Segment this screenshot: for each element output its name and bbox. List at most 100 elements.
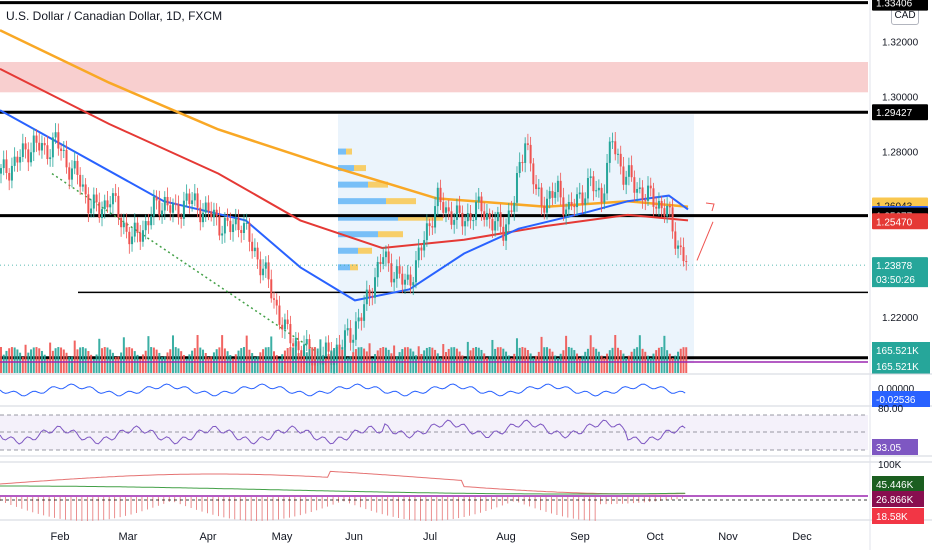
candle-body	[188, 193, 191, 205]
candle-body	[117, 195, 120, 218]
candle-body	[431, 226, 434, 228]
candle-body	[305, 339, 308, 345]
flow-label: 26.866K	[876, 495, 914, 506]
candle-body	[281, 324, 284, 330]
volume-bar	[152, 347, 155, 373]
volume-bar	[466, 341, 469, 373]
volume-bar	[185, 358, 188, 373]
volume-bar	[193, 348, 196, 373]
volume-bar	[210, 356, 213, 373]
x-tick-label: May	[272, 531, 293, 543]
volume-bar	[649, 357, 652, 373]
candle-body	[177, 204, 180, 218]
candle-body	[472, 220, 475, 222]
candle-body	[513, 202, 516, 212]
volume-bar	[92, 358, 95, 373]
x-tick-label: Aug	[496, 531, 516, 543]
candle-body	[668, 205, 671, 208]
volume-bar	[488, 355, 491, 373]
candle-body	[76, 160, 79, 175]
volume-bar	[182, 354, 185, 373]
volume-bar	[136, 354, 139, 373]
candle-body	[210, 211, 213, 218]
volume-bar	[316, 348, 319, 373]
candle-body	[559, 180, 562, 198]
volume-bar	[442, 344, 445, 373]
candle-body	[49, 157, 52, 160]
volume-bar	[515, 338, 518, 373]
volume-bar	[450, 347, 453, 373]
currency-badge[interactable]: CAD	[891, 7, 919, 25]
candle-body	[458, 205, 461, 213]
candle-body	[147, 221, 150, 226]
volume-bar	[98, 338, 101, 373]
candle-body	[647, 185, 650, 201]
price-label: 1.23878	[876, 261, 913, 272]
candle-body	[619, 153, 622, 167]
candle-body	[122, 222, 125, 228]
countdown-bg	[872, 271, 928, 288]
volume-bar	[122, 337, 125, 373]
volume-bar	[507, 355, 510, 373]
oscillator-value-bg	[872, 391, 930, 407]
candle-body	[185, 193, 188, 201]
volume-bar	[581, 355, 584, 373]
volume-bar	[548, 348, 551, 373]
volume-bar	[324, 358, 327, 373]
candle-body	[469, 213, 472, 221]
candle-body	[90, 208, 93, 214]
candle-body	[199, 207, 202, 223]
candle-body	[38, 142, 41, 151]
x-tick-label: Jun	[345, 531, 363, 543]
volume-bar	[270, 336, 273, 373]
volume-bar	[603, 357, 606, 373]
candle-body	[286, 319, 289, 325]
volume-bar	[158, 352, 161, 373]
profile-bar-up	[338, 165, 354, 172]
candle-body	[125, 222, 128, 232]
candle-body	[270, 279, 273, 299]
profile-bar-down	[358, 247, 372, 254]
volume-bar	[657, 347, 660, 373]
candle-body	[524, 143, 527, 163]
candle-body	[16, 156, 19, 163]
candle-body	[341, 347, 344, 350]
profile-bar-up	[338, 214, 398, 221]
volume-bar	[68, 356, 71, 373]
candle-body	[627, 165, 630, 177]
volume-bar	[70, 356, 73, 373]
volume-bar	[556, 358, 559, 373]
oscillator-value-label: -0.02536	[876, 395, 916, 406]
candle-body	[576, 194, 579, 208]
candle-body	[543, 205, 546, 213]
candle-body	[262, 268, 265, 276]
candle-body	[202, 212, 205, 223]
candle-body	[409, 274, 412, 286]
volume-bar	[431, 347, 434, 373]
candle-body	[499, 212, 502, 227]
candle-body	[46, 145, 49, 160]
volume-bar	[35, 347, 38, 373]
candle-body	[540, 187, 543, 206]
profile-bar-up	[338, 181, 368, 188]
volume-bar	[294, 337, 297, 373]
candle-body	[475, 201, 478, 221]
candle-body	[43, 143, 46, 146]
flow-line-red	[0, 470, 686, 495]
candle-body	[412, 282, 415, 286]
volume-bar	[333, 348, 336, 373]
volume-bar	[24, 344, 27, 373]
candle-body	[671, 207, 674, 232]
volume-bar	[540, 336, 543, 373]
volume-bar	[447, 348, 450, 373]
volume-bar	[245, 335, 248, 373]
candle-body	[423, 240, 426, 251]
candle-body	[663, 208, 666, 217]
candle-body	[485, 212, 488, 220]
candle-body	[515, 173, 518, 203]
candle-body	[240, 230, 243, 234]
volume-bar	[485, 357, 488, 373]
volume-bar	[535, 355, 538, 373]
rsi-upper-label: 80.00	[878, 404, 903, 415]
